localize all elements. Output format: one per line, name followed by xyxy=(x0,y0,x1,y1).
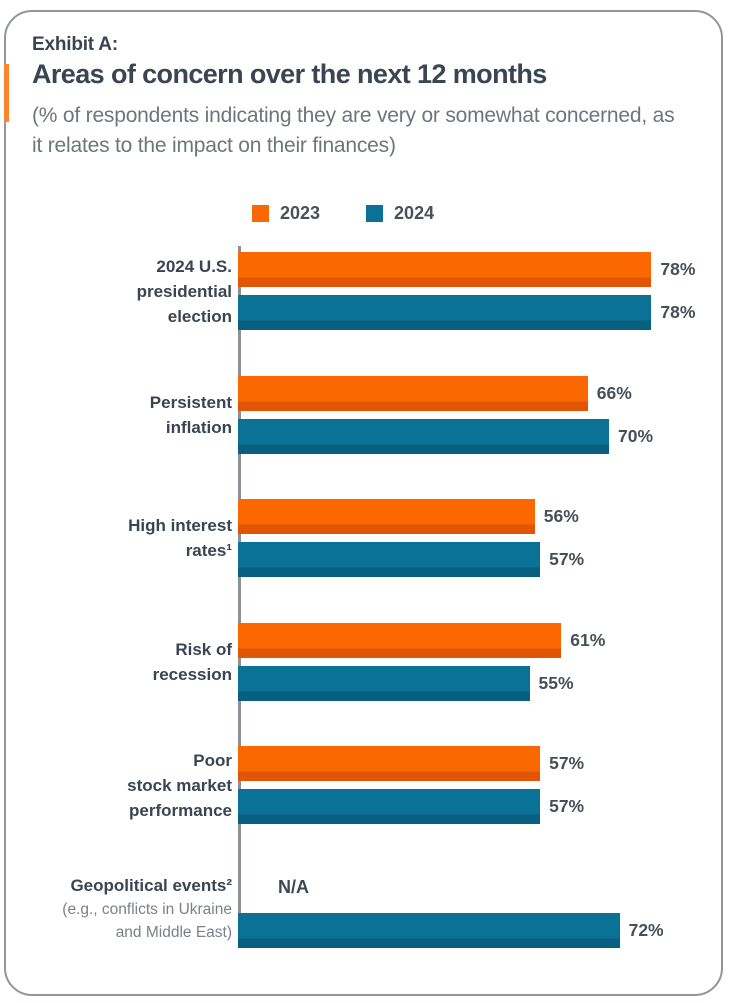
category-label: Persistent inflation xyxy=(32,376,232,454)
bar-line-2023: 78% xyxy=(238,252,695,287)
category-label-line: inflation xyxy=(165,417,232,437)
category-label: Poor stock market performance xyxy=(32,746,232,824)
bar-value-label: 56% xyxy=(543,506,579,526)
category-label: 2024 U.S. presidential election xyxy=(32,252,232,330)
bar-line-2024: 78% xyxy=(238,295,695,330)
bar-line-2023: 56% xyxy=(238,499,579,534)
bar-value-label: 66% xyxy=(596,382,632,403)
category-label-subline: (e.g., conflicts in Ukraine xyxy=(62,901,232,918)
bars-cell: 56% 57% xyxy=(238,499,704,577)
chart-row: High interest rates¹ 56% 57% xyxy=(32,499,704,577)
legend-label-2024: 2024 xyxy=(394,203,435,223)
accent-bar xyxy=(4,64,9,122)
bar-2023 xyxy=(238,622,562,658)
legend-label-2023: 2023 xyxy=(280,203,321,223)
bar-line-2023: 57% xyxy=(238,746,584,781)
category-label-line: High interest xyxy=(128,516,232,535)
bars-cell: 66% 70% xyxy=(238,375,704,454)
category-label-line: Risk of xyxy=(175,639,232,659)
bar-line-2023: 61% xyxy=(238,622,606,658)
page-title: Areas of concern over the next 12 months xyxy=(32,59,547,89)
category-label: High interest rates¹ xyxy=(32,499,232,577)
bar-line-2024: 57% xyxy=(238,542,584,577)
bar-2024 xyxy=(238,418,609,454)
category-label-line: Geopolitical events² xyxy=(70,876,232,895)
category-label: Geopolitical events² (e.g., conflicts in … xyxy=(32,870,232,948)
category-label-line: performance xyxy=(129,800,232,820)
category-label-line: election xyxy=(167,306,232,326)
bar-line-2024: 70% xyxy=(238,418,654,454)
category-label-line: recession xyxy=(152,664,232,684)
chart-legend: 2023 2024 xyxy=(252,203,434,224)
bars-cell: N/A 72% xyxy=(238,870,704,948)
bar-value-label: 61% xyxy=(570,629,606,650)
bar-2023 xyxy=(238,746,541,781)
bar-value-label: 57% xyxy=(549,549,585,569)
category-label-line: presidential xyxy=(136,281,232,301)
legend-swatch-2024-icon xyxy=(366,205,384,222)
bar-2024 xyxy=(238,295,652,330)
na-label: N/A xyxy=(278,876,309,897)
bar-2023 xyxy=(238,375,588,411)
bar-2024 xyxy=(238,789,541,824)
bar-2024 xyxy=(238,665,530,701)
chart-row: 2024 U.S. presidential election 78% 78% xyxy=(32,252,704,330)
bar-line-2024: 57% xyxy=(238,789,584,824)
chart-row: Risk of recession 61% 55% xyxy=(32,622,704,701)
chart-row: Poor stock market performance 57% 57% xyxy=(32,746,704,824)
bars-cell: 57% 57% xyxy=(238,746,704,824)
category-label-line: Poor xyxy=(193,750,232,770)
bar-value-label: 57% xyxy=(549,753,585,773)
bar-2023 xyxy=(238,499,535,534)
bar-line-2024: 55% xyxy=(238,665,574,701)
bar-2024 xyxy=(238,542,541,577)
category-label-line: 2024 U.S. xyxy=(156,256,232,276)
exhibit-label: Exhibit A: xyxy=(32,34,118,55)
bar-line-2023: N/A xyxy=(238,870,309,905)
category-label-line: rates¹ xyxy=(185,541,232,560)
axis-line xyxy=(238,246,241,947)
chart-row: Geopolitical events² (e.g., conflicts in … xyxy=(32,870,704,948)
bar-2023 xyxy=(238,252,652,287)
bar-value-label: 78% xyxy=(660,259,696,279)
legend-swatch-2023-icon xyxy=(252,205,269,222)
bar-line-2023: 66% xyxy=(238,375,632,411)
page-subtitle: (% of respondents indicating they are ve… xyxy=(32,104,675,157)
exhibit-card: Exhibit A: Areas of concern over the nex… xyxy=(4,10,723,996)
legend-item-2024: 2024 xyxy=(366,203,434,224)
bars-cell: 61% 55% xyxy=(238,622,704,701)
bar-value-label: 55% xyxy=(538,672,574,693)
category-label-subline: and Middle East) xyxy=(115,924,232,941)
category-label-line: Persistent xyxy=(149,392,232,412)
bar-value-label: 72% xyxy=(628,919,664,940)
category-label-line: stock market xyxy=(127,775,232,795)
bars-cell: 78% 78% xyxy=(238,252,704,330)
bar-line-2024: 72% xyxy=(238,912,664,948)
bar-2024 xyxy=(238,912,620,948)
bar-value-label: 78% xyxy=(660,302,696,322)
bar-value-label: 70% xyxy=(618,425,654,446)
legend-item-2023: 2023 xyxy=(252,203,320,224)
bar-value-label: 57% xyxy=(549,796,585,816)
chart-row: Persistent inflation 66% 70% xyxy=(32,375,704,454)
category-label: Risk of recession xyxy=(32,623,232,701)
bar-chart: 2024 U.S. presidential election 78% 78% Pe… xyxy=(32,242,704,958)
